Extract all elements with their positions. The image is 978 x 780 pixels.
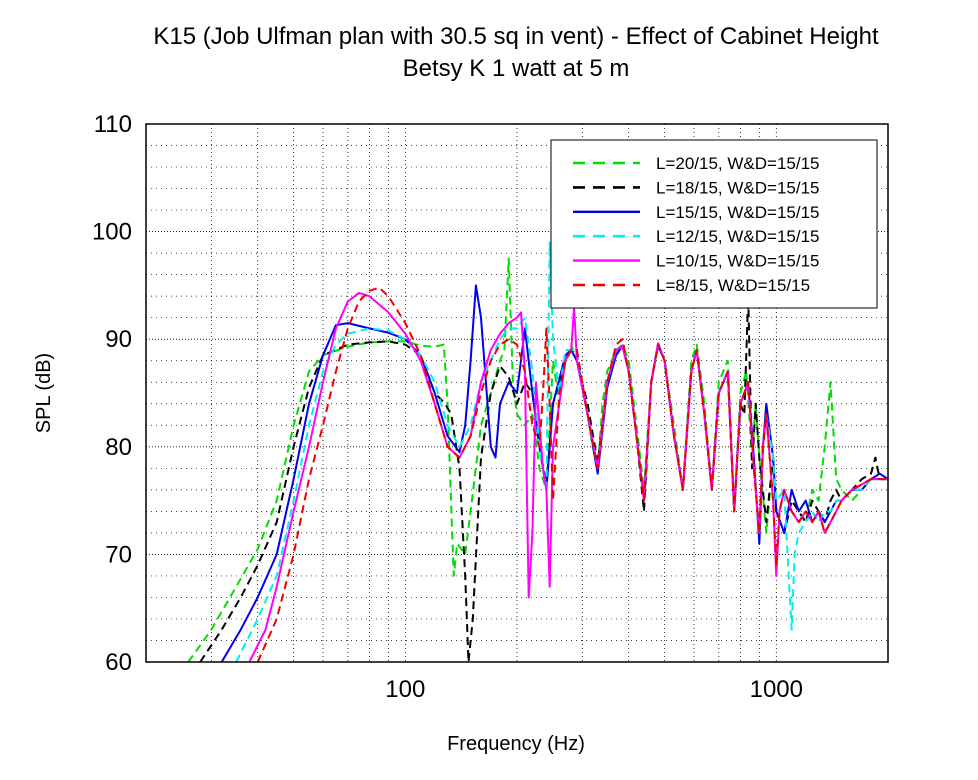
y-tick-label: 110 xyxy=(94,111,132,138)
chart-subtitle: Betsy K 1 watt at 5 m xyxy=(403,55,630,82)
y-tick-label: 100 xyxy=(92,219,132,246)
y-tick-label: 60 xyxy=(105,649,132,676)
legend-box xyxy=(550,139,878,309)
legend-label: L=8/15, W&D=15/15 xyxy=(656,276,810,295)
chart-title: K15 (Job Ulfman plan with 30.5 sq in ven… xyxy=(153,23,879,50)
series-group xyxy=(187,241,888,662)
x-tick-label: 100 xyxy=(385,676,425,703)
y-tick-label: 70 xyxy=(105,541,132,568)
x-axis-label: Frequency (Hz) xyxy=(447,733,585,755)
y-tick-label: 90 xyxy=(105,326,132,353)
y-tick-label: 80 xyxy=(105,434,132,461)
legend-label: L=18/15, W&D=15/15 xyxy=(656,178,820,197)
legend-label: L=15/15, W&D=15/15 xyxy=(656,203,820,222)
series-line-3 xyxy=(220,284,888,662)
series-line-1 xyxy=(187,257,888,662)
legend-label: L=10/15, W&D=15/15 xyxy=(656,252,820,271)
y-axis-label: SPL (dB) xyxy=(33,353,55,433)
x-tick-label: 1000 xyxy=(750,676,803,703)
series-line-6 xyxy=(256,286,888,662)
x-tick-labels: 100 1000 xyxy=(385,676,803,703)
legend-label: L=12/15, W&D=15/15 xyxy=(656,227,820,246)
plot-frame xyxy=(145,123,889,663)
y-tick-labels: 60 70 80 90 100 110 xyxy=(92,111,132,676)
legend-label: L=20/15, W&D=15/15 xyxy=(656,154,820,173)
legend: L=20/15, W&D=15/15 L=18/15, W&D=15/15 L=15… xyxy=(550,139,878,309)
